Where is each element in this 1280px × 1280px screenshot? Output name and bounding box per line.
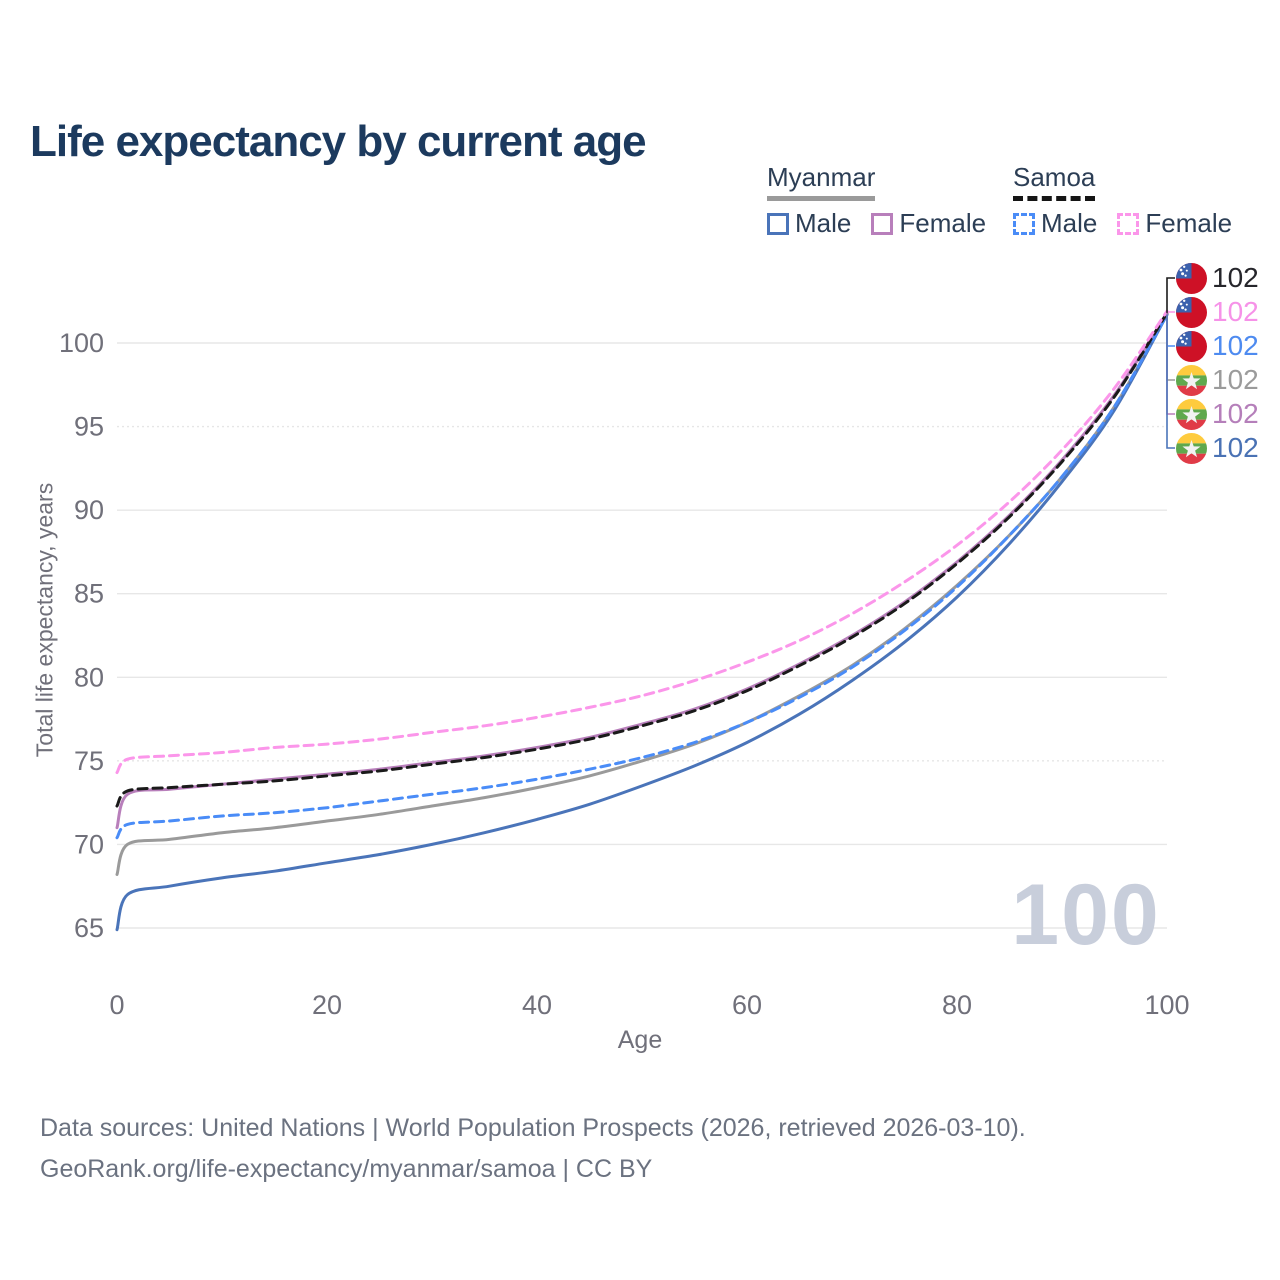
legend-item-myanmar-male[interactable]: Male bbox=[767, 208, 851, 239]
x-tick-label: 20 bbox=[312, 990, 342, 1020]
y-tick-label: 80 bbox=[74, 662, 104, 692]
leader-line-myanmar-male bbox=[1166, 314, 1175, 449]
end-label-samoa-total: 102 bbox=[1176, 261, 1259, 295]
series-line-samoa-total bbox=[115, 311, 1169, 808]
data-sources-note: Data sources: United Nations | World Pop… bbox=[40, 1108, 1026, 1190]
end-label-myanmar-female: 102 bbox=[1176, 397, 1259, 431]
x-tick-label: 0 bbox=[109, 990, 124, 1020]
x-tick-label: 100 bbox=[1144, 990, 1189, 1020]
x-axis-title: Age bbox=[617, 1026, 663, 1054]
watermark-text: 100 bbox=[1011, 867, 1161, 963]
leader-line-samoa-total bbox=[1166, 277, 1175, 313]
x-tick-label: 40 bbox=[522, 990, 552, 1020]
y-tick-label: 95 bbox=[74, 412, 104, 442]
leader-line-myanmar-total bbox=[1166, 314, 1175, 381]
myanmar-female-swatch-icon bbox=[871, 212, 894, 235]
x-tick-label: 80 bbox=[942, 990, 972, 1020]
y-tick-label: 65 bbox=[74, 913, 104, 943]
samoa-flag-icon bbox=[1176, 331, 1207, 362]
y-tick-label: 90 bbox=[74, 495, 104, 525]
myanmar-flag-icon bbox=[1176, 433, 1207, 464]
legend-item-samoa-female[interactable]: Female bbox=[1117, 208, 1232, 239]
y-axis-title: Total life expectancy, years bbox=[31, 482, 58, 758]
page-title: Life expectancy by current age bbox=[30, 117, 647, 167]
leader-line-samoa-female bbox=[1166, 311, 1175, 313]
end-label-samoa-male: 102 bbox=[1176, 329, 1259, 363]
samoa-flag-icon bbox=[1176, 297, 1207, 328]
leader-line-samoa-male bbox=[1166, 314, 1175, 347]
legend-group-samoa: Samoa Male Female bbox=[1013, 162, 1232, 239]
end-label-myanmar-total: 102 bbox=[1176, 363, 1259, 397]
legend-group-myanmar: Myanmar Male Female bbox=[767, 162, 986, 239]
leader-line-myanmar-female bbox=[1166, 312, 1175, 415]
series-line-samoa-female bbox=[115, 309, 1169, 775]
legend-item-myanmar-female[interactable]: Female bbox=[871, 208, 986, 239]
legend-header-samoa[interactable]: Samoa bbox=[1013, 162, 1096, 201]
y-tick-label: 85 bbox=[74, 579, 104, 609]
samoa-flag-icon bbox=[1176, 263, 1207, 294]
series-line-myanmar-male bbox=[115, 313, 1169, 932]
attribution-line: GeoRank.org/life-expectancy/myanmar/samo… bbox=[40, 1155, 653, 1183]
legend-item-samoa-male[interactable]: Male bbox=[1013, 208, 1097, 239]
y-tick-label: 70 bbox=[74, 829, 104, 859]
samoa-male-swatch-icon bbox=[1013, 212, 1035, 235]
myanmar-flag-icon bbox=[1176, 365, 1207, 396]
legend-header-myanmar[interactable]: Myanmar bbox=[767, 162, 876, 201]
end-label-myanmar-male: 102 bbox=[1176, 431, 1259, 465]
x-tick-label: 60 bbox=[732, 990, 762, 1020]
end-label-samoa-female: 102 bbox=[1176, 295, 1259, 329]
series-line-samoa-male bbox=[115, 313, 1169, 840]
myanmar-male-swatch-icon bbox=[767, 212, 789, 235]
myanmar-flag-icon bbox=[1176, 399, 1207, 430]
series-line-myanmar-total bbox=[115, 313, 1169, 876]
y-tick-label: 100 bbox=[59, 328, 104, 358]
data-sources-line: Data sources: United Nations | World Pop… bbox=[40, 1114, 1026, 1142]
series-line-myanmar-female bbox=[115, 311, 1169, 830]
y-tick-label: 75 bbox=[74, 746, 104, 776]
samoa-female-swatch-icon bbox=[1117, 212, 1140, 235]
